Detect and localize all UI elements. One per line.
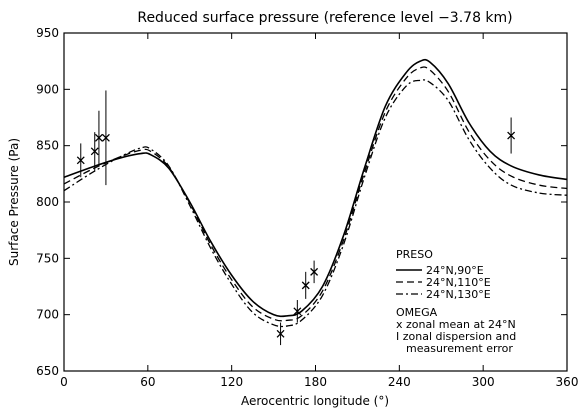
omega-point [310, 267, 319, 276]
y-tick-label: 900 [36, 82, 59, 96]
x-tick-label: 120 [220, 375, 243, 389]
x-tick-label: 300 [472, 375, 495, 389]
x-axis-label: Aerocentric longitude (°) [241, 394, 389, 408]
legend-label-1: 24°N,90°E [426, 264, 484, 277]
x-tick-label: 60 [140, 375, 155, 389]
omega-point [293, 307, 302, 316]
omega-legend-error-1: I zonal dispersion and [396, 330, 516, 343]
omega-point [276, 329, 285, 338]
omega-point [301, 281, 310, 290]
y-axis-label: Surface Pressure (Pa) [7, 138, 21, 266]
x-tick-label: 360 [556, 375, 579, 389]
x-tick-label: 180 [304, 375, 327, 389]
omega-point [90, 147, 99, 156]
series-line-3 [63, 79, 568, 328]
y-tick-label: 750 [36, 251, 59, 265]
omega-legend-mean: x zonal mean at 24°N [396, 318, 516, 331]
series-line-2 [63, 66, 568, 322]
legend-label-2: 24°N,110°E [426, 276, 491, 289]
omega-points [76, 90, 516, 346]
chart-title: Reduced surface pressure (reference leve… [137, 10, 512, 26]
y-tick-label: 850 [36, 139, 59, 153]
omega-legend-title: OMEGA [396, 306, 438, 319]
model-curves [63, 58, 568, 328]
omega-point [76, 156, 85, 165]
series-line-1 [63, 58, 568, 318]
legend-label-3: 24°N,130°E [426, 288, 491, 301]
x-tick-label: 240 [388, 375, 411, 389]
y-tick-label: 650 [36, 364, 59, 378]
legend-group-title: PRESO [396, 248, 433, 261]
y-tick-label: 700 [36, 308, 59, 322]
y-tick-label: 950 [36, 26, 59, 40]
omega-legend-error-2: measurement error [406, 342, 513, 355]
omega-point [94, 133, 103, 142]
omega-point [101, 133, 110, 142]
legend: PRESO 24°N,90°E24°N,110°E24°N,130°E OMEGAx… [396, 248, 516, 355]
axis-ticks: 0 60 120 180 240 300 360 650 700 750 800 850 900 950 [36, 26, 578, 389]
x-tick-label: 0 [60, 375, 68, 389]
omega-point [507, 131, 516, 140]
y-tick-label: 800 [36, 195, 59, 209]
